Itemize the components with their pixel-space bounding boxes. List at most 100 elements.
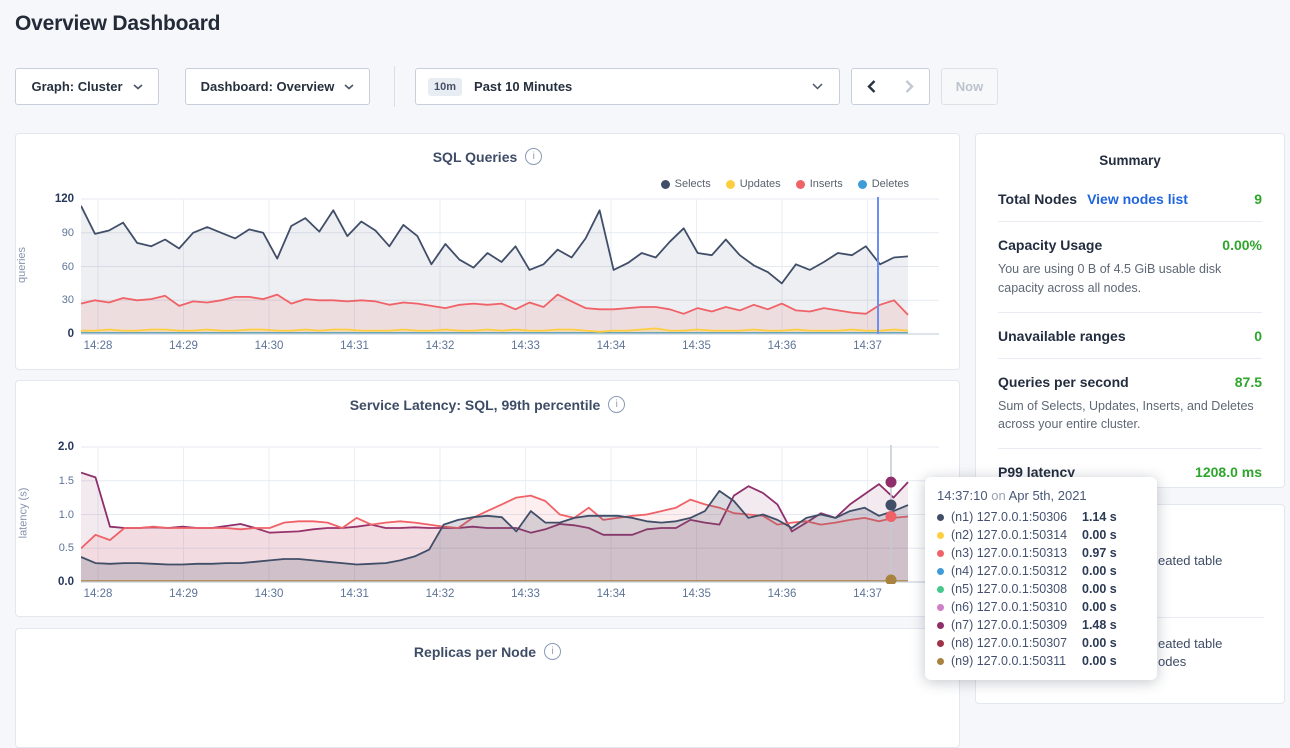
node-address: (n5) 127.0.0.1:50308 <box>951 582 1068 596</box>
x-tick-label: 14:28 <box>83 340 113 352</box>
node-color-dot-icon <box>937 603 944 611</box>
x-tick-label: 14:31 <box>340 588 369 600</box>
node-color-dot-icon <box>937 621 944 629</box>
x-tick-label: 14:34 <box>596 588 626 600</box>
x-tick-label: 14:35 <box>682 588 711 600</box>
summary-row-total-nodes: Total Nodes View nodes list 9 <box>998 176 1262 222</box>
event-item[interactable]: eated table <box>1158 553 1223 568</box>
y-tick-label: 2.0 <box>58 441 74 453</box>
node-address: (n2) 127.0.0.1:50314 <box>951 528 1068 542</box>
x-tick-label: 14:37 <box>853 588 882 600</box>
node-address: (n8) 127.0.0.1:50307 <box>951 636 1068 650</box>
queries-per-second-desc: Sum of Selects, Updates, Inserts, and De… <box>998 398 1254 432</box>
node-color-dot-icon <box>937 585 944 593</box>
time-range-dropdown[interactable]: 10m Past 10 Minutes <box>415 68 840 105</box>
capacity-usage-desc: You are using 0 B of 4.5 GiB usable disk… <box>998 262 1222 295</box>
tooltip-node-row: (n7) 127.0.0.1:50309 1.48 s <box>937 616 1145 634</box>
node-color-dot-icon <box>937 549 944 557</box>
legend-label: Updates <box>739 178 781 190</box>
x-tick-label: 14:36 <box>767 588 797 600</box>
x-tick-label: 14:29 <box>169 340 198 352</box>
info-icon[interactable] <box>608 396 626 413</box>
graph-dropdown[interactable]: Graph: Cluster <box>15 68 159 105</box>
summary-row-capacity-usage: Capacity Usage 0.00% You are using 0 B o… <box>998 222 1262 313</box>
sql-queries-plot[interactable] <box>80 197 939 336</box>
chart-canvas <box>80 445 939 586</box>
unavailable-ranges-value: 0 <box>1254 327 1262 344</box>
node-address: (n6) 127.0.0.1:50310 <box>951 600 1068 614</box>
info-icon[interactable] <box>544 643 562 660</box>
node-address: (n1) 127.0.0.1:50306 <box>951 510 1068 524</box>
page-title: Overview Dashboard <box>15 12 221 35</box>
y-tick-label: 30 <box>61 294 74 307</box>
legend-dot-icon <box>857 179 867 189</box>
chevron-down-icon <box>344 83 354 90</box>
time-range-badge: 10m <box>428 77 463 96</box>
time-prev-button[interactable] <box>851 68 891 105</box>
tooltip-node-row: (n3) 127.0.0.1:50313 0.97 s <box>937 544 1145 562</box>
queries-per-second-value: 87.5 <box>1234 373 1262 390</box>
x-tick-label: 14:33 <box>511 588 540 600</box>
y-tick-label: 1.5 <box>58 474 74 487</box>
capacity-usage-value: 0.00% <box>1222 237 1262 253</box>
now-button[interactable]: Now <box>941 68 998 105</box>
view-nodes-list-link[interactable]: View nodes list <box>1087 191 1188 207</box>
legend-dot-icon <box>795 179 805 189</box>
summary-row-p99-latency: P99 latency 1208.0 ms <box>998 449 1262 494</box>
chevron-left-icon <box>866 80 875 93</box>
tooltip-node-row: (n1) 127.0.0.1:50306 1.14 s <box>937 508 1145 526</box>
legend-label: Inserts <box>809 178 843 190</box>
legend-dot-icon <box>660 179 670 189</box>
node-color-dot-icon <box>937 567 944 575</box>
total-nodes-label: Total Nodes <box>998 191 1078 207</box>
legend-item-selects[interactable]: Selects <box>660 178 711 190</box>
y-axis-title: queries <box>16 246 29 284</box>
p99-latency-label: P99 latency <box>998 464 1076 480</box>
legend-dot-icon <box>725 179 735 189</box>
legend-item-deletes[interactable]: Deletes <box>857 178 909 190</box>
service-latency-plot[interactable] <box>80 445 939 586</box>
x-tick-label: 14:34 <box>596 340 626 352</box>
p99-latency-value: 1208.0 ms <box>1195 464 1262 480</box>
node-color-dot-icon <box>937 513 944 521</box>
x-tick-label: 14:28 <box>83 588 113 600</box>
node-color-dot-icon <box>937 531 944 539</box>
time-range-label: Past 10 Minutes <box>474 79 573 94</box>
tooltip-timestamp: 14:37:10 on Apr 5th, 2021 <box>937 488 1087 503</box>
tooltip-node-row: (n5) 127.0.0.1:50308 0.00 s <box>937 580 1145 598</box>
x-tick-label: 14:35 <box>682 340 711 352</box>
chevron-down-icon <box>132 83 143 90</box>
controls-divider <box>394 66 395 107</box>
node-address: (n9) 127.0.0.1:50311 <box>951 654 1067 668</box>
summary-card: Summary Total Nodes View nodes list 9 Ca… <box>975 133 1285 488</box>
node-color-dot-icon <box>937 639 944 647</box>
chevron-down-icon <box>812 83 823 90</box>
tooltip-node-row: (n8) 127.0.0.1:50307 0.00 s <box>937 634 1145 652</box>
legend-item-inserts[interactable]: Inserts <box>795 178 843 190</box>
capacity-usage-label: Capacity Usage <box>998 237 1103 253</box>
info-icon[interactable] <box>525 148 543 165</box>
node-latency-value: 0.00 s <box>1082 528 1117 542</box>
y-tick-label: 120 <box>54 193 74 205</box>
tooltip-node-row: (n4) 127.0.0.1:50312 0.00 s <box>937 562 1145 580</box>
event-item[interactable]: eated table <box>1158 636 1223 651</box>
node-latency-value: 0.00 s <box>1082 600 1117 614</box>
y-tick-label: 0.0 <box>58 576 74 588</box>
x-tick-label: 14:32 <box>425 588 455 600</box>
chevron-right-icon <box>905 80 914 93</box>
legend-item-updates[interactable]: Updates <box>725 178 781 190</box>
y-tick-label: 1.0 <box>58 508 74 521</box>
x-tick-label: 14:32 <box>425 340 455 352</box>
node-latency-value: 0.97 s <box>1082 546 1117 560</box>
node-latency-value: 0.00 s <box>1082 564 1117 578</box>
tooltip-node-row: (n2) 127.0.0.1:50314 0.00 s <box>937 526 1145 544</box>
dashboard-dropdown[interactable]: Dashboard: Overview <box>185 68 370 105</box>
event-item[interactable]: odes <box>1158 654 1187 669</box>
node-address: (n3) 127.0.0.1:50313 <box>951 546 1068 560</box>
tooltip-node-row: (n6) 127.0.0.1:50310 0.00 s <box>937 598 1145 616</box>
x-tick-label: 14:29 <box>169 588 198 600</box>
x-tick-label: 14:30 <box>254 588 284 600</box>
time-next-button[interactable] <box>890 68 930 105</box>
x-tick-label: 14:37 <box>853 340 882 352</box>
summary-row-queries-per-second: Queries per second 87.5 Sum of Selects, … <box>998 359 1262 449</box>
